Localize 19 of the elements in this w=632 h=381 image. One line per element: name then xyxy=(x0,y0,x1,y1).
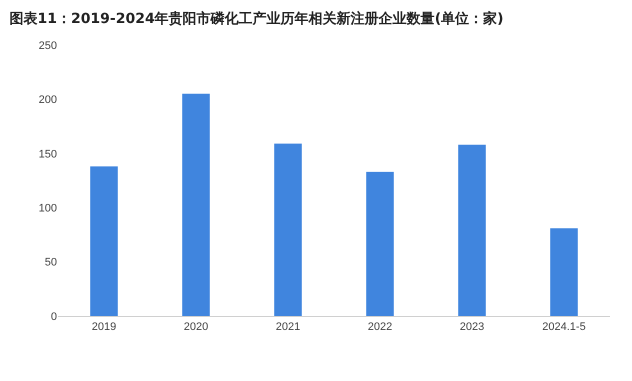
y-tick-label: 100 xyxy=(38,202,57,214)
x-tick-label: 2021 xyxy=(276,321,300,334)
x-tick-label: 2023 xyxy=(460,321,484,334)
bar xyxy=(274,144,302,316)
bar xyxy=(550,228,578,316)
x-tick-label: 2019 xyxy=(92,321,116,334)
y-tick-label: 0 xyxy=(50,310,57,323)
y-tick-label: 200 xyxy=(38,94,57,106)
x-tick-label: 2020 xyxy=(184,321,208,334)
x-tick-label: 2024.1-5 xyxy=(542,321,586,334)
y-tick-label: 150 xyxy=(38,148,57,160)
bar xyxy=(366,172,394,316)
bar xyxy=(458,144,486,316)
bar xyxy=(90,166,118,316)
chart-title: 图表11：2019-2024年贵阳市磷化工产业历年相关新注册企业数量(单位：家) xyxy=(9,10,504,28)
y-tick-label: 250 xyxy=(38,40,57,52)
x-tick-label: 2022 xyxy=(368,321,392,334)
y-tick-label: 50 xyxy=(44,256,57,269)
bar xyxy=(182,94,210,316)
